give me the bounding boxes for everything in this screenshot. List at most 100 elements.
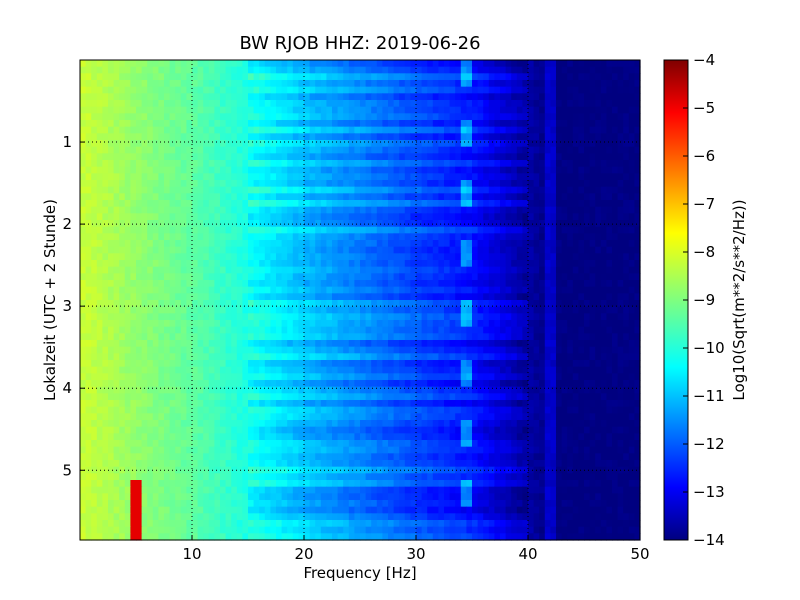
heatmap-cell: [108, 306, 115, 314]
heatmap-cell: [119, 233, 126, 241]
heatmap-cell: [561, 340, 568, 348]
heatmap-cell: [113, 273, 120, 281]
heatmap-cell: [595, 86, 602, 94]
heatmap-cell: [203, 193, 210, 201]
heatmap-cell: [337, 280, 344, 288]
heatmap-cell: [556, 120, 563, 128]
heatmap-cell: [584, 320, 591, 328]
heatmap-cell: [326, 153, 333, 161]
heatmap-cell: [236, 133, 243, 141]
heatmap-cell: [460, 220, 467, 228]
heatmap-cell: [500, 160, 507, 168]
heatmap-cell: [136, 200, 143, 208]
heatmap-cell: [584, 200, 591, 208]
heatmap-cell: [567, 126, 574, 134]
heatmap-cell: [236, 60, 243, 68]
heatmap-cell: [427, 126, 434, 134]
heatmap-cell: [175, 86, 182, 94]
heatmap-cell: [365, 353, 372, 361]
heatmap-cell: [376, 340, 383, 348]
heatmap-cell: [136, 293, 143, 301]
heatmap-cell: [628, 106, 635, 114]
heatmap-cell: [511, 380, 518, 388]
heatmap-cell: [158, 80, 165, 88]
heatmap-cell: [388, 180, 395, 188]
heatmap-cell: [360, 206, 367, 214]
heatmap-cell: [561, 300, 568, 308]
heatmap-cell: [259, 106, 266, 114]
heatmap-cell: [561, 313, 568, 321]
heatmap-cell: [281, 60, 288, 68]
heatmap-cell: [113, 120, 120, 128]
heatmap-cell: [298, 306, 305, 314]
heatmap-cell: [477, 206, 484, 214]
heatmap-cell: [152, 226, 159, 234]
heatmap-cell: [354, 206, 361, 214]
heatmap-cell: [528, 153, 535, 161]
heatmap-cell: [197, 366, 204, 374]
heatmap-cell: [623, 186, 630, 194]
heatmap-cell: [225, 60, 232, 68]
heatmap-cell: [528, 366, 535, 374]
heatmap-cell: [416, 166, 423, 174]
heatmap-cell: [304, 146, 311, 154]
heatmap-cell: [175, 286, 182, 294]
heatmap-cell: [477, 113, 484, 121]
heatmap-cell: [421, 186, 428, 194]
heatmap-cell: [578, 353, 585, 361]
heatmap-cell: [404, 160, 411, 168]
heatmap-cell: [623, 173, 630, 181]
heatmap-cell: [544, 93, 551, 101]
heatmap-cell: [242, 373, 249, 381]
heatmap-cell: [567, 373, 574, 381]
heatmap-cell: [315, 200, 322, 208]
heatmap-cell: [634, 213, 641, 221]
heatmap-cell: [561, 266, 568, 274]
heatmap-cell: [488, 273, 495, 281]
heatmap-cell: [102, 193, 109, 201]
heatmap-cell: [264, 313, 271, 321]
heatmap-cell: [197, 166, 204, 174]
heatmap-cell: [410, 280, 417, 288]
heatmap-cell: [388, 100, 395, 108]
heatmap-cell: [460, 286, 467, 294]
heatmap-cell: [388, 240, 395, 248]
heatmap-cell: [505, 66, 512, 74]
heatmap-cell: [556, 200, 563, 208]
heatmap-cell: [315, 73, 322, 81]
heatmap-cell: [612, 80, 619, 88]
heatmap-cell: [141, 380, 148, 388]
heatmap-cell: [309, 253, 316, 261]
heatmap-cell: [438, 66, 445, 74]
heatmap-cell: [376, 193, 383, 201]
heatmap-cell: [612, 100, 619, 108]
heatmap-cell: [606, 326, 613, 334]
heatmap-cell: [533, 253, 540, 261]
heatmap-cell: [634, 373, 641, 381]
heatmap-cell: [169, 106, 176, 114]
heatmap-cell: [416, 266, 423, 274]
heatmap-cell: [455, 220, 462, 228]
heatmap-cell: [365, 200, 372, 208]
heatmap-cell: [242, 80, 249, 88]
heatmap-cell: [281, 86, 288, 94]
heatmap-cell: [382, 246, 389, 254]
heatmap-cell: [136, 240, 143, 248]
heatmap-cell: [320, 233, 327, 241]
heatmap-cell: [483, 240, 490, 248]
heatmap-cell: [326, 80, 333, 88]
heatmap-cell: [276, 153, 283, 161]
heatmap-cell: [158, 60, 165, 68]
heatmap-cell: [264, 153, 271, 161]
heatmap-cell: [315, 93, 322, 101]
heatmap-cell: [298, 233, 305, 241]
heatmap-cell: [242, 60, 249, 68]
heatmap-cell: [432, 346, 439, 354]
heatmap-cell: [113, 193, 120, 201]
heatmap-cell: [337, 293, 344, 301]
heatmap-cell: [164, 166, 171, 174]
heatmap-cell: [298, 246, 305, 254]
heatmap-cell: [388, 206, 395, 214]
heatmap-cell: [253, 353, 260, 361]
heatmap-cell: [561, 286, 568, 294]
